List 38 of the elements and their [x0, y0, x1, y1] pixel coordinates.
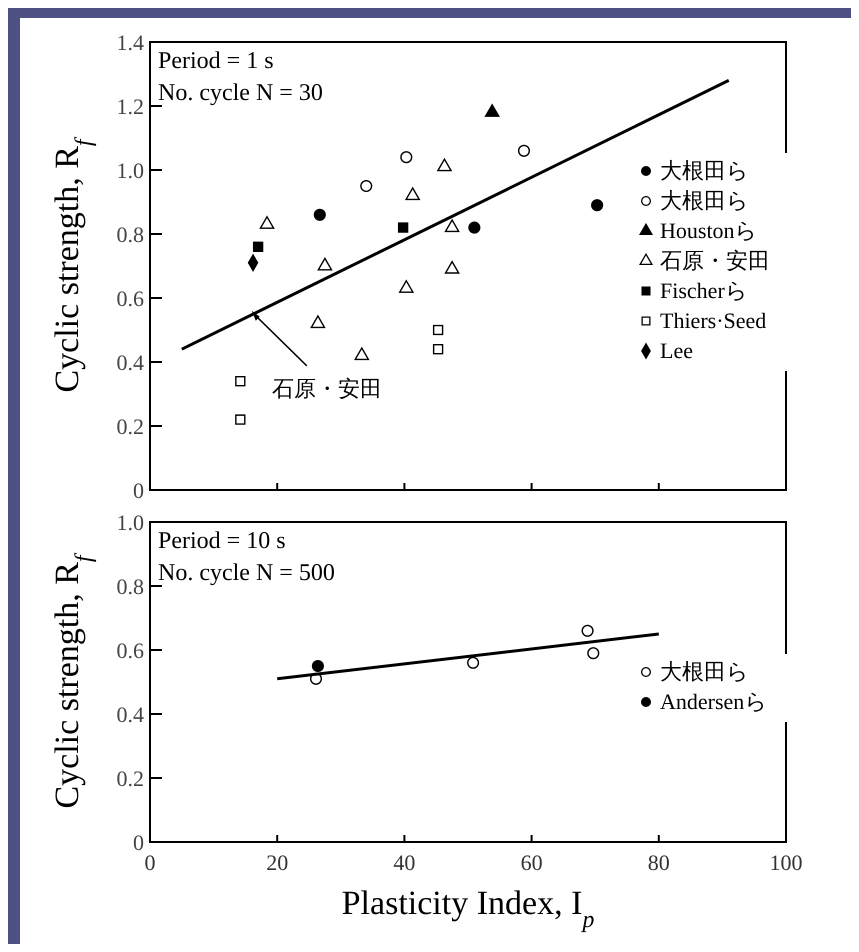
- point: [467, 656, 480, 669]
- x-tick-label: 40: [393, 850, 416, 875]
- y-tick-label: 1.4: [116, 30, 144, 55]
- x-tick-label: 100: [770, 850, 802, 875]
- y-tick-label: 0.8: [116, 222, 144, 247]
- y-tick-label: 0.8: [116, 574, 144, 599]
- y-tick-label: 0: [133, 478, 144, 503]
- y-tick-label: 0.6: [116, 638, 144, 663]
- legend-label: Houstonら: [660, 218, 758, 243]
- y-tick-label: 1.0: [116, 510, 144, 535]
- point: [587, 647, 600, 660]
- legend-label: Lee: [660, 338, 693, 363]
- x-axis-title: Plasticity Index, I$_{p}$: [342, 885, 594, 933]
- legend-label: 石原・安田: [660, 248, 770, 273]
- annotation: No. cycle N = 30: [158, 80, 323, 106]
- y-tick-label: 0.2: [116, 766, 144, 791]
- legend-label: 大根田ら: [660, 188, 749, 213]
- annotation: Period = 1 s: [158, 48, 274, 74]
- y-tick-label: 0.4: [116, 350, 144, 375]
- legend-label: Thiers·Seed: [660, 308, 766, 333]
- legend-label: 大根田ら: [660, 158, 749, 183]
- annotation: No. cycle N = 500: [158, 560, 335, 586]
- annotation: 石原・安田: [272, 376, 382, 401]
- point: [312, 660, 324, 672]
- legend-label: Fischerら: [660, 278, 748, 303]
- legend-label: 大根田ら: [660, 659, 749, 684]
- y-tick-label: 0.2: [116, 414, 144, 439]
- y-tick-label: 1.0: [116, 158, 144, 183]
- y-tick-label: 0.6: [116, 286, 144, 311]
- y-tick-label: 0: [133, 830, 144, 855]
- point: [582, 624, 594, 637]
- y-tick-label: 1.2: [116, 94, 144, 119]
- annotation: Period = 10 s: [158, 528, 286, 554]
- legend-label: Andersenら: [660, 689, 768, 714]
- y-tick-label: 0.4: [116, 702, 144, 727]
- x-tick-label: 20: [266, 850, 288, 875]
- x-tick-label: 60: [520, 850, 543, 875]
- x-tick-label: 80: [648, 850, 670, 875]
